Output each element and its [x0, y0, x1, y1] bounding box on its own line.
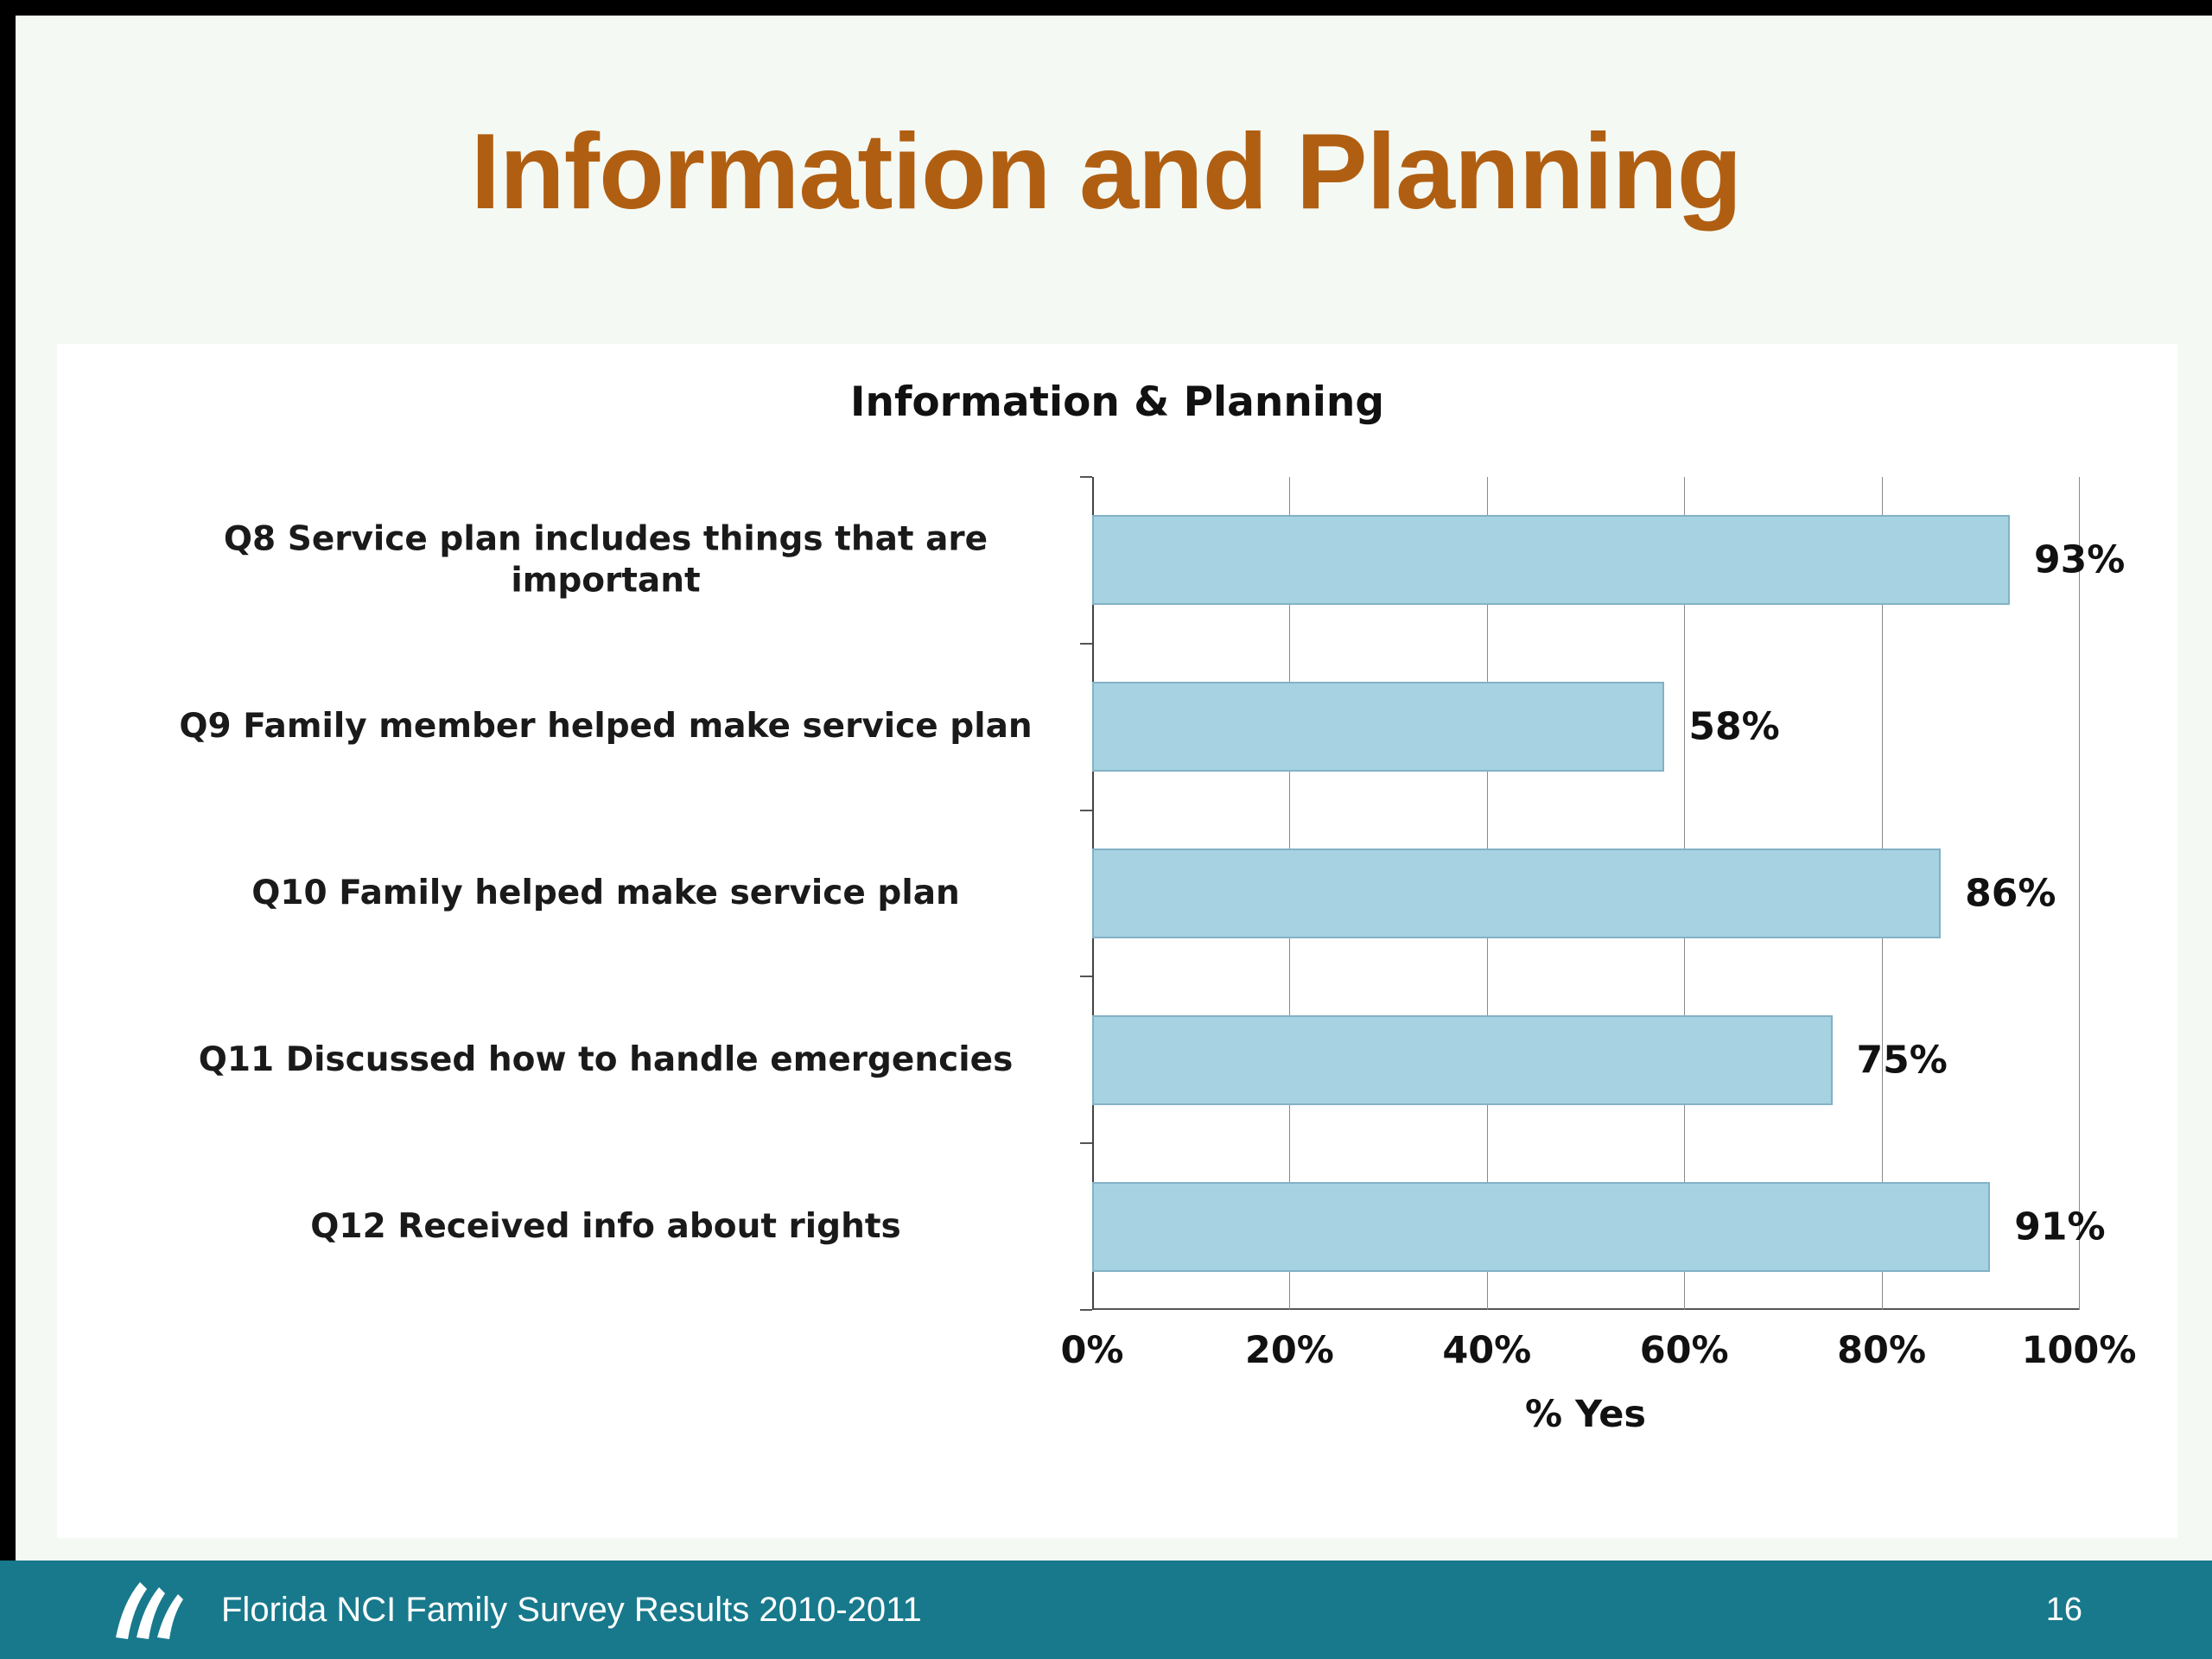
bar-value-label: 86% [1965, 871, 2056, 916]
bar [1092, 1181, 1991, 1272]
x-tick-label: 60% [1639, 1329, 1729, 1372]
top-black-edge [0, 0, 2212, 16]
chart-panel: Information & Planning 93% 58% 86% 75% 91% Q… [57, 344, 2177, 1538]
bar-value-label: 93% [2034, 537, 2126, 582]
bar [1092, 682, 1665, 772]
axis-tick [1080, 976, 1092, 977]
axis-tick [1080, 1142, 1092, 1144]
x-tick-label: 80% [1837, 1329, 1927, 1372]
x-tick-label: 100% [2021, 1329, 2137, 1372]
bar-value-label: 75% [1856, 1038, 1948, 1083]
x-tick-label: 20% [1244, 1329, 1334, 1372]
bar [1092, 515, 2011, 606]
axis-tick [1080, 476, 1092, 478]
footer-bar: Florida NCI Family Survey Results 2010-2… [0, 1560, 2212, 1659]
category-label: Q8 Service plan includes things that are… [223, 519, 988, 601]
slide-title: Information and Planning [470, 112, 1743, 232]
category-label: Q11 Discussed how to handle emergencies [198, 1040, 1014, 1080]
left-black-edge [0, 0, 16, 1560]
bar-value-label: 58% [1688, 704, 1780, 749]
category-label: Q12 Received info about rights [310, 1206, 901, 1246]
x-tick-label: 40% [1442, 1329, 1532, 1372]
chart-title: Information & Planning [850, 378, 1384, 426]
footer-text: Florida NCI Family Survey Results 2010-2… [221, 1590, 922, 1629]
bar-value-label: 91% [2014, 1205, 2106, 1249]
bar [1092, 1014, 1833, 1105]
grid-line [2079, 477, 2080, 1310]
axis-tick [1080, 643, 1092, 645]
category-label: Q9 Family member helped make service pla… [179, 707, 1033, 747]
swoosh-logo-icon [116, 1582, 183, 1639]
category-label: Q10 Family helped make service plan [251, 874, 960, 913]
plot-area: 93% 58% 86% 75% 91% [1080, 476, 2125, 1311]
axis-tick [1080, 1309, 1092, 1311]
x-tick-label: 0% [1060, 1329, 1124, 1372]
bar [1092, 849, 1942, 938]
x-axis-title: % Yes [1524, 1393, 1647, 1436]
footer-page-number: 16 [2045, 1591, 2082, 1628]
axis-tick [1080, 810, 1092, 811]
